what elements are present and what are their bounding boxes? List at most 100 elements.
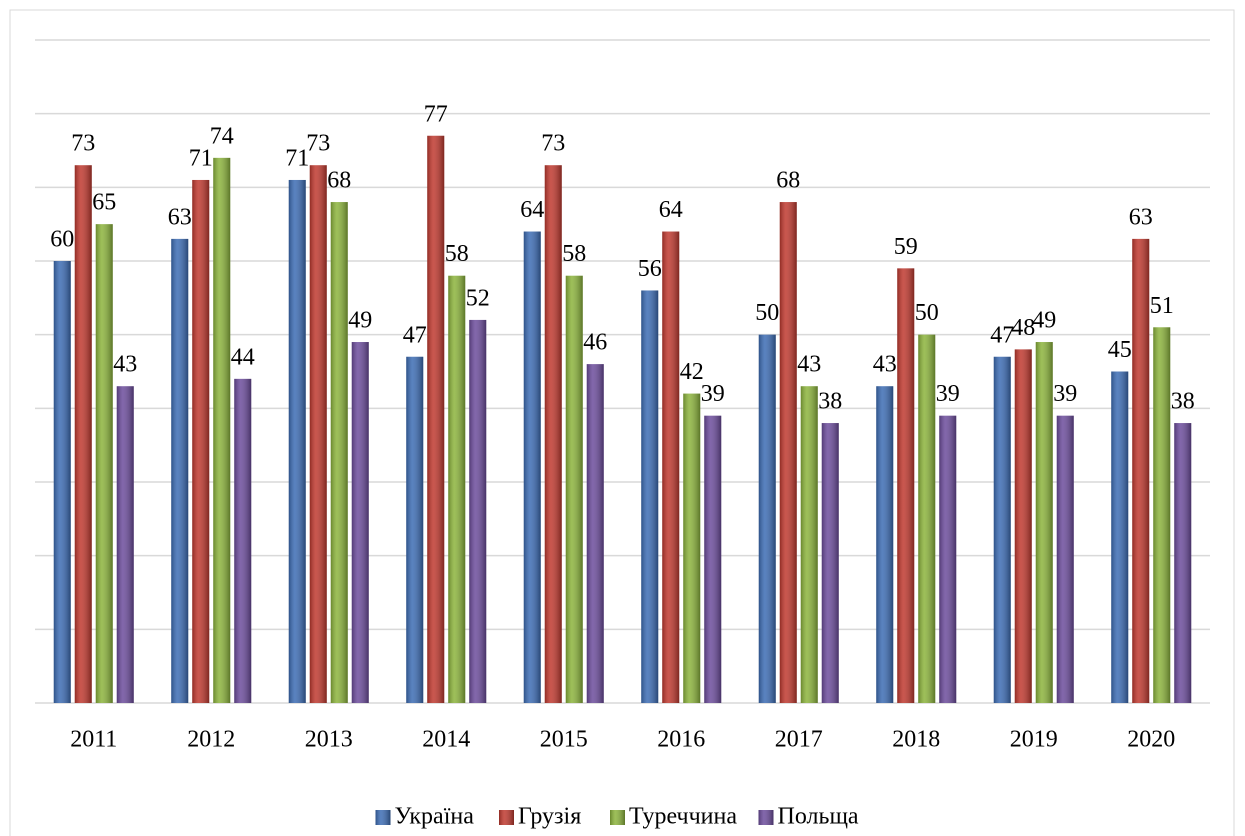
- data-label: 47: [403, 322, 427, 348]
- data-label: 73: [71, 131, 95, 157]
- data-label: 39: [936, 381, 960, 407]
- bar-shade: [876, 386, 894, 703]
- data-label: 64: [520, 197, 544, 223]
- data-label: 49: [348, 308, 372, 334]
- x-tick-label: 2014: [422, 727, 470, 753]
- data-label: 42: [680, 359, 704, 385]
- legend-swatch-shade: [499, 810, 514, 825]
- data-label: 63: [168, 204, 192, 230]
- legend-swatch-shade: [375, 810, 391, 825]
- bar-shade: [1056, 415, 1074, 703]
- data-label: 60: [50, 227, 74, 253]
- data-label: 63: [1129, 204, 1153, 230]
- bar-shade: [758, 334, 776, 703]
- bar-shade: [918, 334, 936, 703]
- bar-shade: [1132, 238, 1150, 703]
- data-label: 48: [1011, 315, 1035, 341]
- bar-shade: [427, 135, 445, 703]
- data-label: 46: [583, 330, 607, 356]
- x-tick-label: 2019: [1010, 727, 1058, 753]
- bar-shade: [779, 202, 797, 704]
- bar-shade: [1035, 342, 1053, 703]
- data-label: 74: [210, 123, 234, 149]
- bar-shade: [1174, 423, 1192, 703]
- chart-border: [9, 9, 1235, 836]
- legend-label: Грузія: [518, 804, 581, 830]
- bar-shade: [192, 179, 210, 703]
- bar-shade: [309, 165, 327, 703]
- data-label: 43: [797, 352, 821, 378]
- bar-shade: [1153, 327, 1171, 703]
- legend-label: Польща: [778, 804, 859, 830]
- data-label: 64: [659, 197, 683, 223]
- bar-shade: [1014, 349, 1032, 703]
- data-label: 38: [818, 389, 842, 415]
- data-label: 50: [755, 300, 779, 326]
- data-label: 58: [562, 241, 586, 267]
- bar-shade: [821, 423, 839, 703]
- data-label: 43: [873, 352, 897, 378]
- bar-shade: [469, 319, 487, 703]
- bar-shade: [683, 393, 701, 703]
- bar-shade: [234, 378, 252, 703]
- legend-swatch-shade: [610, 810, 625, 825]
- x-tick-label: 2011: [70, 727, 117, 753]
- data-label: 49: [1032, 308, 1056, 334]
- bar-shade: [704, 415, 722, 703]
- bar-shade: [586, 364, 604, 703]
- bar-shade: [993, 356, 1011, 703]
- legend-label: Туреччина: [629, 804, 737, 830]
- bar-shade: [544, 165, 562, 703]
- bar-shade: [800, 386, 818, 703]
- data-label: 59: [894, 234, 918, 260]
- data-label: 52: [466, 285, 490, 311]
- data-label: 44: [231, 344, 255, 370]
- data-label: 38: [1171, 389, 1195, 415]
- x-tick-label: 2013: [305, 727, 353, 753]
- bar-shade: [406, 356, 424, 703]
- bar-shade: [53, 261, 71, 703]
- bar-shade: [662, 231, 680, 704]
- x-tick-label: 2020: [1127, 727, 1175, 753]
- data-label: 68: [327, 168, 351, 194]
- data-label: 45: [1108, 337, 1132, 363]
- bar-shade: [330, 202, 348, 704]
- x-tick-label: 2018: [892, 727, 940, 753]
- data-label: 68: [776, 168, 800, 194]
- x-tick-label: 2015: [540, 727, 588, 753]
- bar-shade: [897, 268, 915, 703]
- legend-label: Україна: [395, 804, 475, 830]
- bar-shade: [565, 275, 583, 703]
- data-label: 71: [285, 145, 309, 171]
- bar-shade: [523, 231, 541, 704]
- bar-shade: [351, 342, 369, 703]
- bar-shade: [448, 275, 466, 703]
- legend-swatch-shade: [758, 810, 774, 825]
- data-label: 77: [424, 101, 448, 127]
- bar-shade: [939, 415, 957, 703]
- bar-shade: [116, 386, 134, 703]
- data-label: 65: [92, 190, 116, 216]
- data-label: 51: [1150, 293, 1174, 319]
- data-label: 43: [113, 352, 137, 378]
- data-label: 56: [638, 256, 662, 282]
- data-label: 73: [306, 131, 330, 157]
- x-tick-label: 2012: [187, 727, 235, 753]
- x-tick-label: 2017: [775, 727, 823, 753]
- data-label: 73: [541, 131, 565, 157]
- data-label: 39: [1053, 381, 1077, 407]
- bar-shade: [1111, 371, 1129, 703]
- data-label: 47: [990, 322, 1014, 348]
- data-label: 71: [189, 145, 213, 171]
- bar-shade: [288, 179, 306, 703]
- data-label: 50: [915, 300, 939, 326]
- x-tick-label: 2016: [657, 727, 705, 753]
- bar-shade: [95, 224, 113, 703]
- bar-shade: [213, 157, 231, 703]
- bar-shade: [171, 238, 189, 703]
- data-label: 39: [701, 381, 725, 407]
- bar-shade: [641, 290, 659, 703]
- bar-shade: [74, 165, 92, 703]
